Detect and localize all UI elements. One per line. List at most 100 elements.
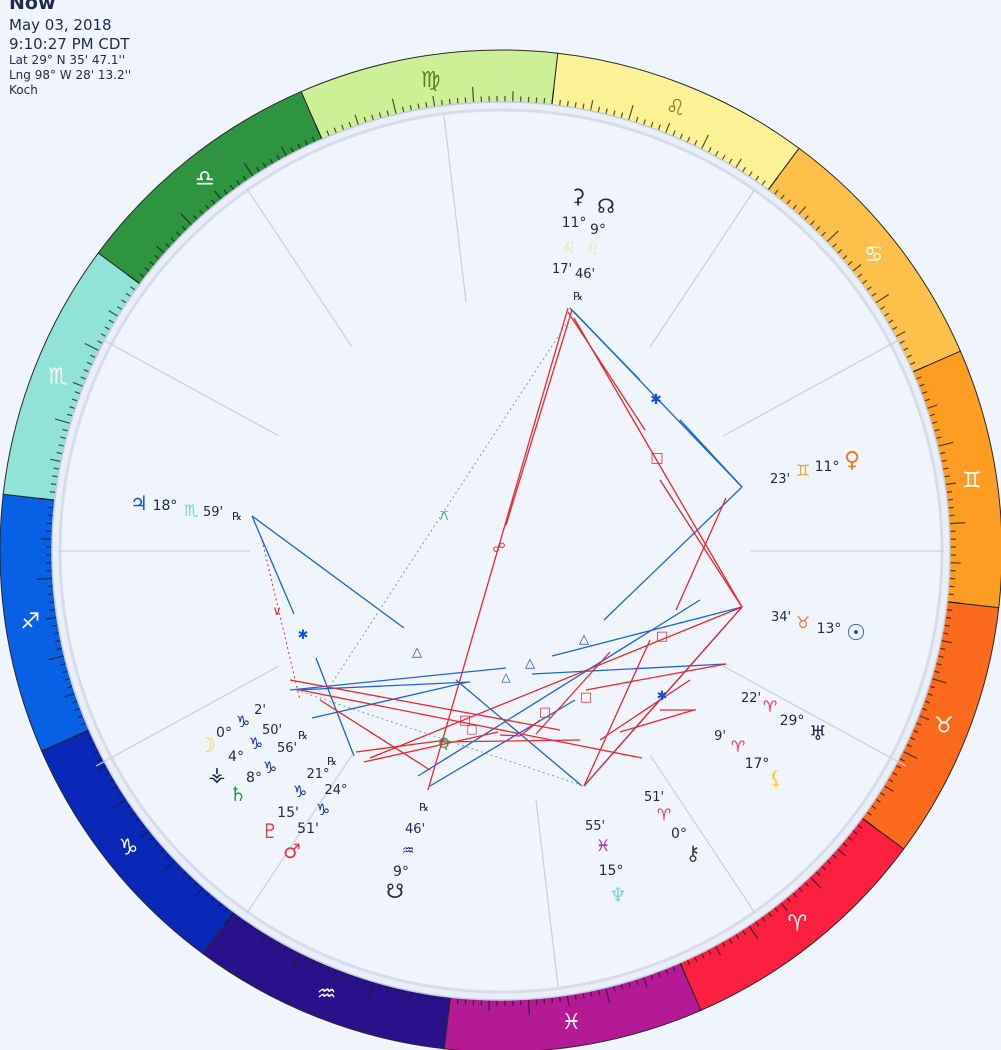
node-degree: 9° xyxy=(590,222,606,238)
trine-icon: △ xyxy=(579,632,589,647)
house-system: Koch xyxy=(9,83,38,98)
aspect-line xyxy=(295,689,585,787)
degree-ticks xyxy=(36,86,966,1016)
neptune-minutes: 55' xyxy=(585,819,605,834)
pluto-sign: ♑ xyxy=(293,782,307,801)
venus-sign: ♊ xyxy=(796,461,810,480)
aspect-line xyxy=(289,679,561,731)
aspect-line xyxy=(499,734,521,737)
mars-sign: ♑ xyxy=(316,800,330,819)
chiron-sign: ♈ xyxy=(657,805,671,824)
lilith-degree: 17° xyxy=(745,756,770,772)
sun-minutes: 34' xyxy=(771,610,791,625)
jupiter-degree: 18° xyxy=(153,498,178,514)
venus-minutes: 23' xyxy=(770,472,790,487)
aspect-line xyxy=(619,709,695,733)
semisextile-icon: ∨ xyxy=(272,604,282,619)
trine-icon: △ xyxy=(501,670,511,684)
aspect-line xyxy=(429,699,576,787)
saturn-minutes: 56' xyxy=(277,741,297,756)
aspect-line xyxy=(583,606,743,787)
neptune-sign: ♓ xyxy=(596,836,610,855)
house-cusp-line xyxy=(95,665,280,767)
aspect-line xyxy=(603,486,743,621)
aspect-line xyxy=(295,681,471,691)
square-icon: □ xyxy=(650,450,663,466)
house-cusp-line xyxy=(649,754,756,914)
sextile-icon: ✱ xyxy=(657,689,668,704)
chiron-minutes: 51' xyxy=(644,790,664,805)
cancer-sign-icon: ♋ xyxy=(864,243,884,268)
sun-sign: ♉ xyxy=(796,613,810,632)
pisces-sign-icon: ♓ xyxy=(561,1010,581,1035)
quintile-icon: Q xyxy=(438,736,449,752)
node-glyph-icon: ☊ xyxy=(597,194,615,218)
house-cusp-line xyxy=(95,335,280,437)
libra-sign-icon: ♎ xyxy=(195,166,215,191)
aspect-line xyxy=(315,657,355,757)
aspect-line xyxy=(319,699,431,771)
square-icon: □ xyxy=(539,705,551,720)
moon-minutes: 2' xyxy=(254,703,266,718)
aspect-line xyxy=(583,639,651,787)
square-icon: □ xyxy=(466,722,477,736)
house-cusp-line xyxy=(649,188,756,348)
square-icon: □ xyxy=(459,713,471,728)
jupiter-retro: ℞ xyxy=(232,510,242,523)
aspect-line xyxy=(369,606,743,759)
aries-sign-icon: ♈ xyxy=(787,912,807,937)
square-icon: □ xyxy=(656,629,668,644)
moon-glyph-icon: ☽ xyxy=(198,733,216,757)
lilith-minutes: 9' xyxy=(714,729,726,744)
southnode-sign: ♒ xyxy=(402,843,415,859)
house-cusps xyxy=(58,115,944,987)
vesta-sign: ♑ xyxy=(249,734,263,753)
lilith-sign: ♈ xyxy=(731,737,745,756)
aspect-line xyxy=(535,651,611,735)
venus-degree: 11° xyxy=(815,459,840,475)
house-cusp-line xyxy=(535,799,559,987)
aspect-line xyxy=(251,515,295,615)
southnode-retro: ℞ xyxy=(419,801,429,814)
zodiac-ring: ♌ ♋ ♊ ♉ ♈ ♓ ♒ ♑ ♐ ♏ ♎ ♍ xyxy=(0,49,1001,1050)
southnode-degree: 9° xyxy=(393,864,409,880)
saturn-degree: 8° xyxy=(246,770,262,786)
vesta-minutes: 50' xyxy=(262,723,282,738)
sun-degree: 13° xyxy=(817,621,842,637)
scorpio-sign-icon: ♏ xyxy=(48,365,68,390)
square-icon: □ xyxy=(580,690,592,705)
house-cusp-line xyxy=(722,665,907,767)
capricorn-sign-icon: ♑ xyxy=(119,835,139,860)
aspect-line xyxy=(299,689,643,759)
node-sign: ♌ xyxy=(585,239,599,258)
aspect-line xyxy=(573,311,743,488)
trine-icon: △ xyxy=(525,656,535,671)
chart-title: Now xyxy=(9,0,56,14)
aspect-lines xyxy=(251,307,743,791)
vesta-degree: 4° xyxy=(228,749,244,765)
neptune-degree: 15° xyxy=(599,863,624,879)
saturn-sign: ♑ xyxy=(263,758,277,777)
aspect-line xyxy=(659,479,743,608)
chart-longitude: Lng 98° W 28' 13.2'' xyxy=(9,68,132,83)
aspect-line xyxy=(251,515,405,629)
uranus-sign: ♈ xyxy=(763,697,777,716)
pluto-degree: 21° xyxy=(306,767,329,782)
southnode-glyph-icon: ☋ xyxy=(386,879,404,903)
node-retro: ℞ xyxy=(573,290,583,303)
lilith-glyph-icon: ⚸ xyxy=(769,766,784,790)
house-cusp-line xyxy=(246,754,353,914)
juno-sign: ♌ xyxy=(562,238,576,257)
chart-time: 9:10:27 PM CDT xyxy=(9,34,130,53)
moon-sign: ♑ xyxy=(236,712,250,731)
aspect-line xyxy=(679,419,743,488)
mars-glyph-icon: ♂ xyxy=(283,839,301,863)
house-cusp-line xyxy=(246,188,353,348)
taurus-sign-icon: ♉ xyxy=(934,713,954,738)
juno-minutes: 17' xyxy=(552,262,572,277)
sextile-icon: ✱ xyxy=(650,392,662,408)
uranus-glyph-icon: ♅ xyxy=(809,721,827,745)
jupiter-minutes: 59' xyxy=(203,505,223,520)
leo-sign-icon: ♌ xyxy=(666,96,686,121)
